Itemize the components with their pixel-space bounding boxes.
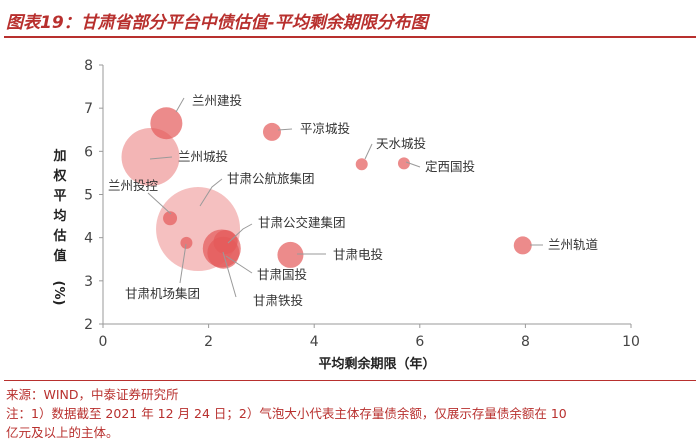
point-label: 天水城投 xyxy=(376,136,426,151)
bubble xyxy=(163,211,178,226)
point-label: 甘肃机场集团 xyxy=(125,286,200,301)
leader-line xyxy=(222,251,237,298)
y-tick-label: 8 xyxy=(84,58,93,74)
point-label: 定西国投 xyxy=(425,159,475,174)
leader-line xyxy=(364,143,373,160)
point-label: 兰州建投 xyxy=(192,93,242,108)
y-label-char: 平 xyxy=(53,189,66,204)
x-axis-label: 平均剩余期限（年） xyxy=(318,356,435,372)
footnote-line-2: 亿元及以上的主体。 xyxy=(6,425,119,440)
bubble xyxy=(397,157,410,170)
source-note: 来源：WIND，中泰证券研究所 xyxy=(6,387,179,402)
leader-line xyxy=(227,223,253,244)
x-tick-label: 10 xyxy=(622,334,640,350)
bubble xyxy=(121,127,180,186)
point-label: 甘肃公航旅集团 xyxy=(227,171,315,186)
bubbles xyxy=(121,107,532,272)
bubble xyxy=(150,107,183,140)
point-label: 平凉城投 xyxy=(300,121,350,136)
y-tick-label: 4 xyxy=(84,231,93,247)
x-tick-label: 0 xyxy=(99,334,108,350)
leader-line xyxy=(179,243,187,284)
leader-line xyxy=(149,156,173,160)
point-label: 兰州城投 xyxy=(178,149,228,164)
leader-lines xyxy=(147,97,543,298)
leader-line xyxy=(147,192,172,215)
y-tick-label: 7 xyxy=(84,101,93,117)
bubble-chart: 0 2 4 6 8 102345678 兰州建投平凉城投天水城投定西国投兰州城投兰州投控甘… xyxy=(51,58,640,372)
point-label: 甘肃公交建集团 xyxy=(258,215,346,230)
footnote-line-1: 注：1）数据截至 2021 年 12 月 24 日；2）气泡大小代表主体存量债余… xyxy=(6,406,567,421)
leader-line xyxy=(199,178,223,207)
y-label-char: 权 xyxy=(52,168,67,184)
point-label: 甘肃电投 xyxy=(333,247,383,262)
bubble xyxy=(277,241,304,268)
y-label-char: 加 xyxy=(52,149,66,164)
y-tick-label: 2 xyxy=(84,317,93,333)
y-label-char: 估 xyxy=(52,228,66,244)
title-divider xyxy=(4,36,696,38)
bubble xyxy=(355,158,368,171)
y-label-char: 均 xyxy=(53,208,66,224)
y-label-char: 值 xyxy=(53,248,66,264)
leader-line xyxy=(225,255,253,274)
point-label: 甘肃国投 xyxy=(257,267,307,282)
bubble xyxy=(213,229,238,254)
bubble xyxy=(180,236,193,249)
point-label: 兰州轨道 xyxy=(548,237,599,252)
bubble xyxy=(262,122,281,141)
x-tick-label: 6 xyxy=(415,334,424,350)
leader-line xyxy=(405,161,421,168)
point-label: 甘肃铁投 xyxy=(253,293,303,308)
y-label-unit: (%) xyxy=(51,281,66,306)
footer-divider xyxy=(4,380,696,381)
y-tick-label: 3 xyxy=(84,274,93,290)
leader-line xyxy=(277,128,293,131)
y-tick-label: 5 xyxy=(84,188,93,204)
x-tick-label: 2 xyxy=(204,334,213,350)
x-tick-label: 4 xyxy=(310,334,319,350)
point-label: 兰州投控 xyxy=(108,178,159,193)
leader-line xyxy=(175,97,185,113)
bubble xyxy=(513,236,532,255)
y-tick-label: 6 xyxy=(84,144,93,160)
x-tick-label: 8 xyxy=(521,334,530,350)
chart-title: 图表19：甘肃省部分平台中债估值-平均剩余期限分布图 xyxy=(6,13,428,33)
